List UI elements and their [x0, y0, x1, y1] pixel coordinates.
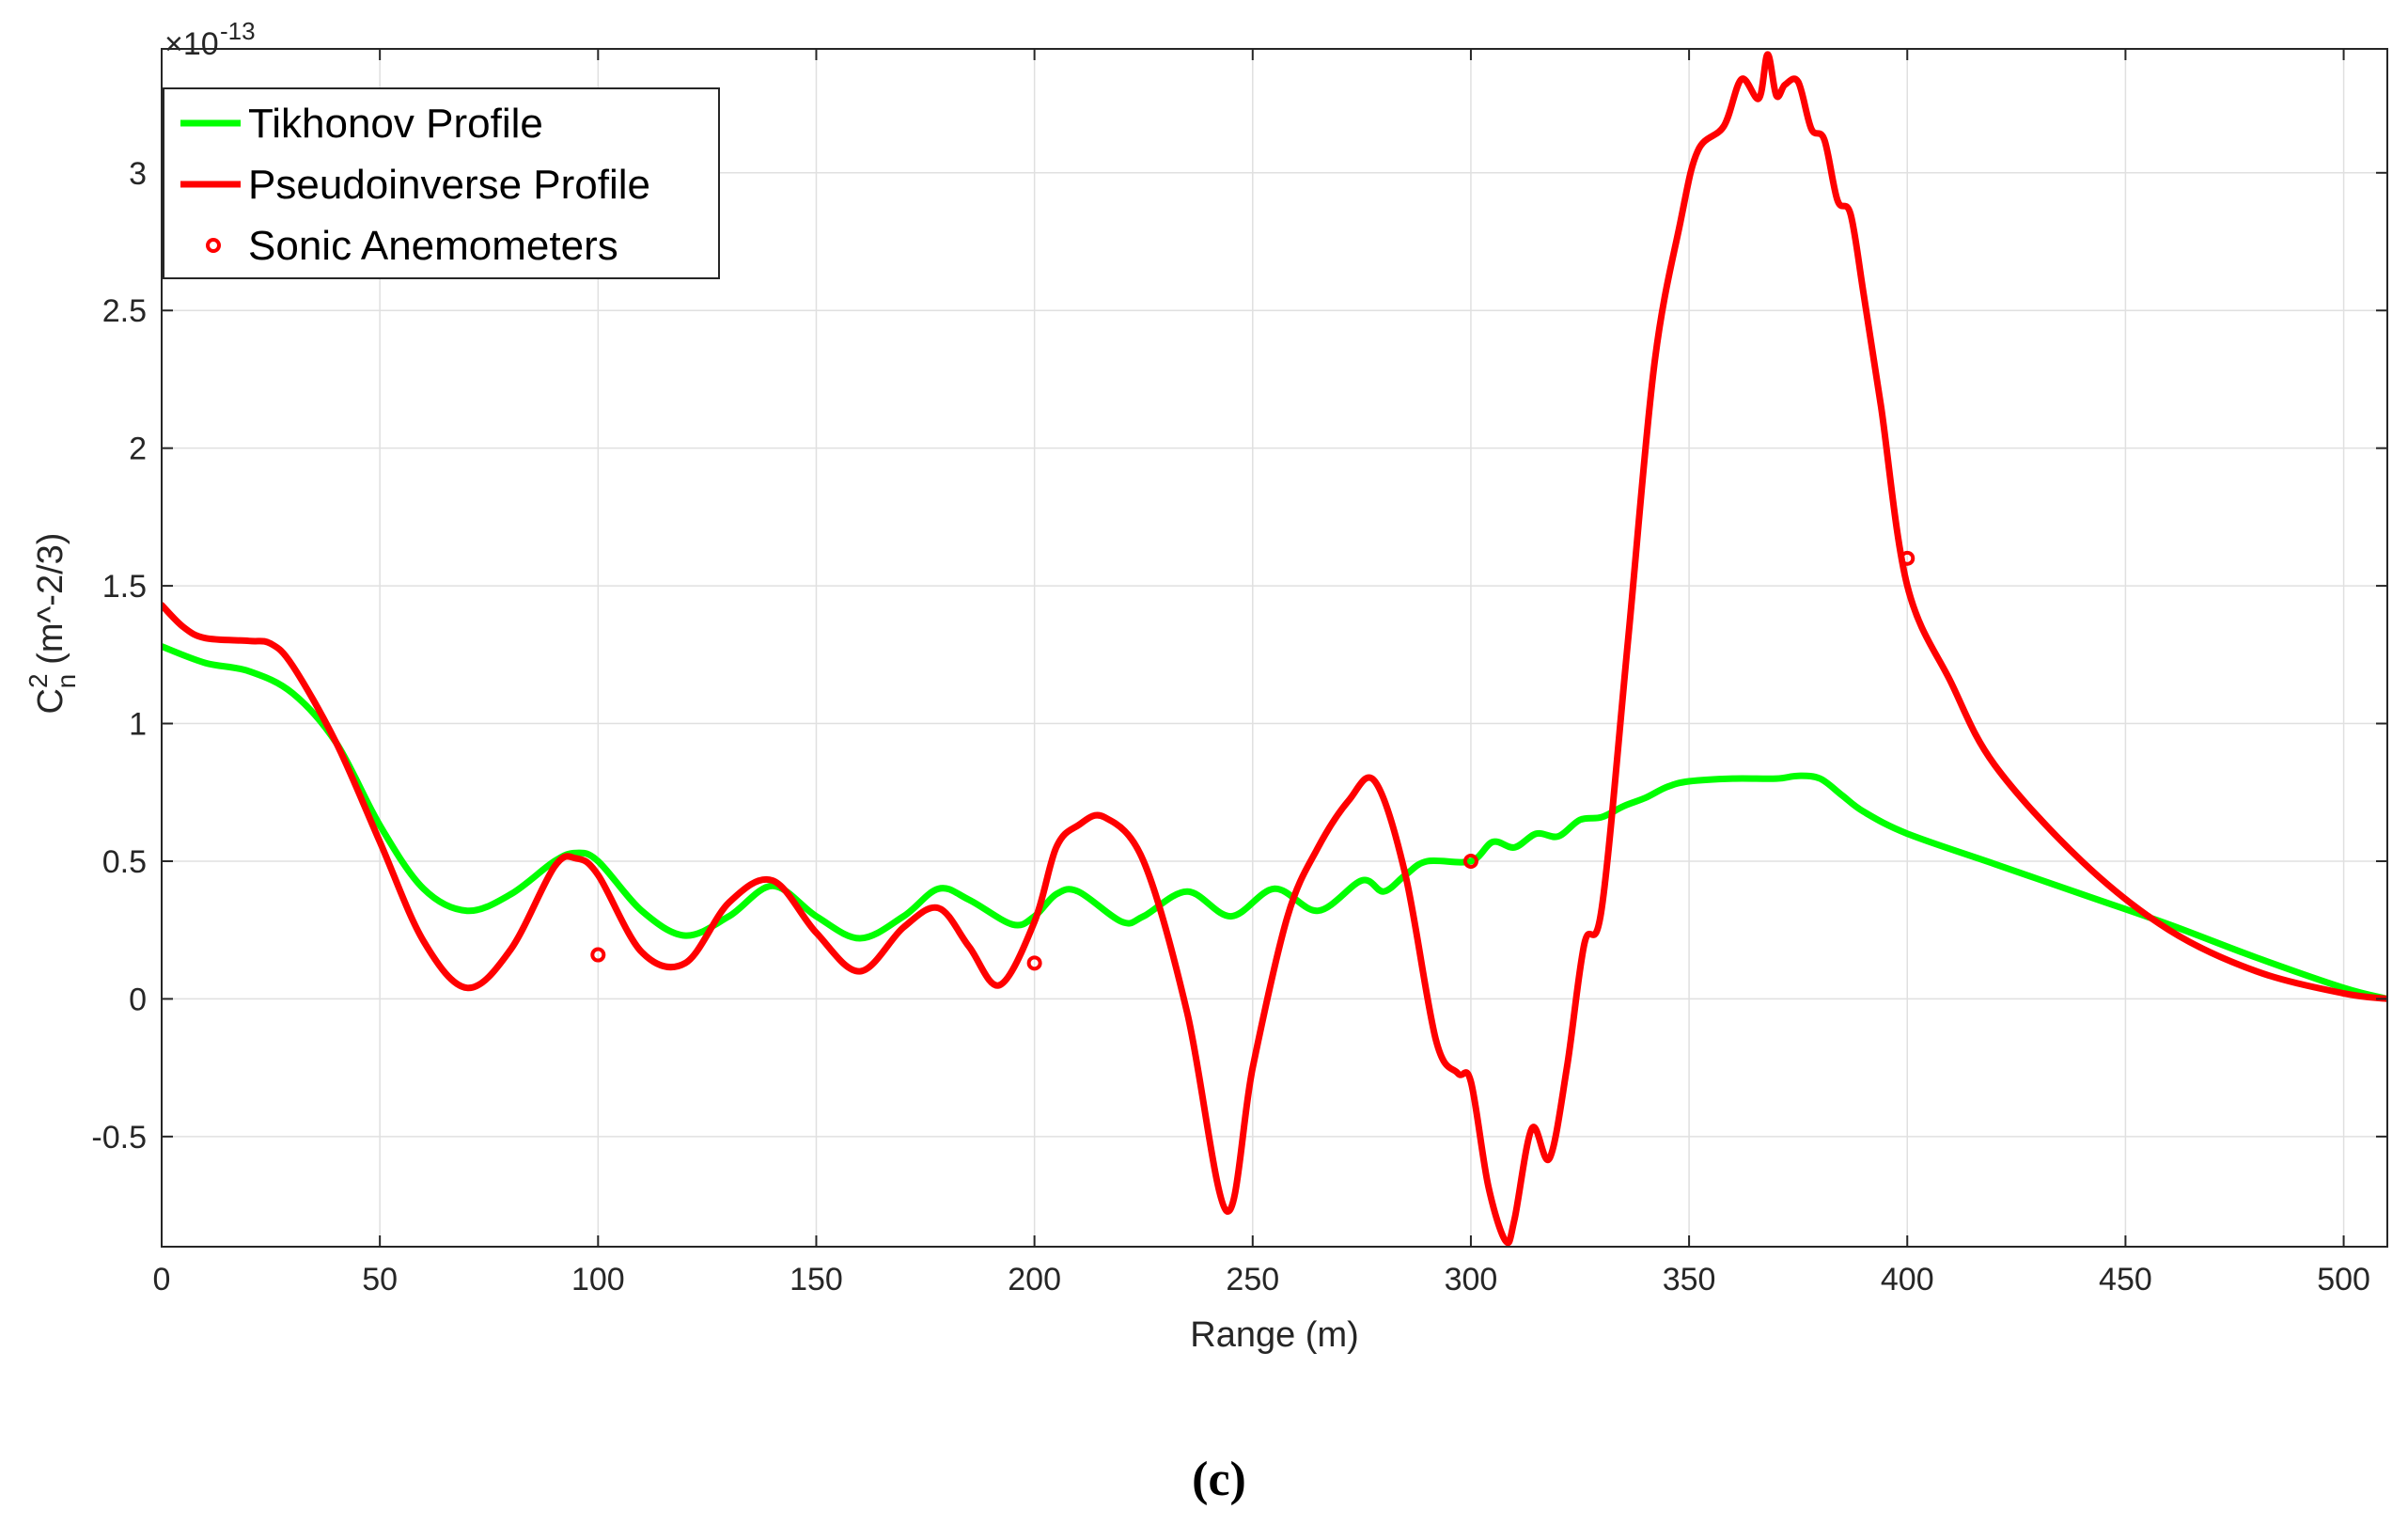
x-tick-label: 150	[790, 1262, 843, 1297]
plot-area	[162, 51, 2387, 1247]
sonic-anemometer-point	[1026, 955, 1042, 971]
y-tick-label: 2.5	[102, 293, 147, 329]
y-label-base: C	[31, 688, 70, 714]
x-tick-label: 100	[571, 1262, 625, 1297]
series-group	[162, 51, 2387, 1247]
y-tick-label: 1.5	[102, 569, 147, 605]
sonic-anemometer-point	[1900, 550, 1915, 566]
x-tick-label: 300	[1445, 1262, 1498, 1297]
legend-label-tikhonov: Tikhonov Profile	[248, 101, 543, 147]
y-tick-label: 0.5	[102, 844, 147, 880]
y-tick-label: 2	[129, 432, 147, 467]
legend-label-pseudoinverse: Pseudoinverse Profile	[248, 162, 650, 208]
y-exponent: ×10 -13	[164, 17, 256, 62]
y-tick-labels: -0.5 0 0.5 1 1.5 2 2.5 3	[91, 156, 147, 1156]
x-tick-label: 250	[1226, 1262, 1279, 1297]
x-tick-label: 350	[1663, 1262, 1716, 1297]
x-tick-labels: 0 50 100 150 200 250 300 350 400 450 500	[153, 1262, 2370, 1297]
x-axis-label: Range (m)	[1190, 1315, 1359, 1355]
sonic-anemometer-point	[590, 947, 606, 963]
y-tick-label: 3	[129, 156, 147, 192]
x-tick-label: 450	[2099, 1262, 2152, 1297]
y-label-sup: 2	[23, 673, 53, 688]
x-tick-label: 50	[362, 1262, 398, 1297]
x-tick-label: 200	[1008, 1262, 1061, 1297]
y-tick-label: 0	[129, 982, 147, 1017]
grid-lines	[161, 49, 2387, 1247]
x-tick-label: 400	[1881, 1262, 1934, 1297]
sonic-anemometer-point	[1462, 853, 1478, 869]
series-line-pseudoinverse	[162, 51, 2387, 1247]
legend-label-sonic: Sonic Anemometers	[248, 223, 618, 269]
figure-caption: (c)	[1192, 1453, 1246, 1506]
exponent-power: -13	[220, 17, 256, 45]
y-label-units: (m^-2/3)	[31, 533, 70, 665]
legend: Tikhonov Profile Pseudoinverse Profile S…	[163, 87, 720, 279]
x-tick-label: 0	[153, 1262, 171, 1297]
ticks	[161, 49, 2387, 1247]
axes-box	[161, 48, 2388, 1248]
legend-box	[163, 87, 720, 279]
svg-text:C2n(m^-2/3): C2n (m^-2/3)	[23, 533, 81, 715]
y-axis-label: C2n (m^-2/3)	[23, 533, 81, 715]
legend-marker-sonic	[206, 238, 221, 253]
y-tick-label: -0.5	[91, 1120, 147, 1156]
exponent-times: ×10	[164, 26, 219, 62]
x-tick-label: 500	[2317, 1262, 2370, 1297]
y-label-sub: n	[52, 674, 81, 689]
series-line-tikhonov	[162, 643, 2387, 1002]
y-tick-label: 1	[129, 707, 147, 743]
